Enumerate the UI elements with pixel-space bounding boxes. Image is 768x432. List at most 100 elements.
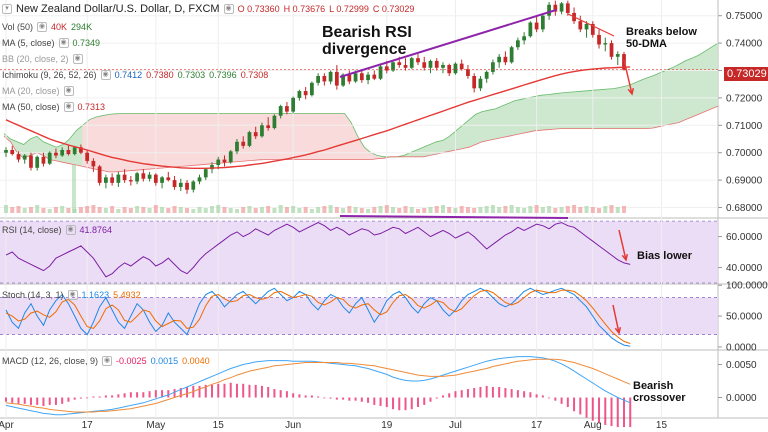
- candle-body: [422, 62, 427, 68]
- macd-histogram-bar: [148, 391, 151, 398]
- candle-body: [540, 15, 545, 30]
- legend-ma5[interactable]: MA (5, close) ◉ 0.7349: [2, 38, 100, 48]
- candle-body: [472, 75, 477, 89]
- volume-bar: [509, 205, 514, 213]
- eye-icon[interactable]: ◉: [37, 22, 48, 32]
- legend-macd[interactable]: MACD (12, 26, close, 9) ◉ -0.0025 0.0015…: [2, 356, 210, 366]
- candle-body: [97, 166, 102, 183]
- candle-body: [22, 155, 27, 160]
- macd-histogram-bar: [354, 397, 357, 401]
- macd-histogram-bar: [398, 397, 401, 411]
- volume-bar: [472, 208, 477, 213]
- candle-body: [79, 147, 83, 153]
- stoch-down-arrow: [612, 304, 620, 334]
- collapse-icon[interactable]: ▾: [2, 4, 12, 14]
- eye-icon[interactable]: ◉: [100, 70, 111, 80]
- candle-body: [597, 34, 601, 45]
- volume-bar: [603, 206, 608, 213]
- candle-body: [497, 56, 502, 63]
- candle-body: [416, 58, 420, 63]
- volume-bar: [172, 206, 177, 213]
- eye-icon[interactable]: ◉: [58, 38, 69, 48]
- senkou-span-a: [3, 42, 719, 158]
- legend-ichimoku[interactable]: Ichimoku (9, 26, 52, 26) ◉ 0.7412 0.7380…: [2, 70, 268, 80]
- macd-histogram-bar: [248, 384, 251, 398]
- volume-bar: [328, 205, 333, 213]
- x-tick-label: Jun: [285, 420, 301, 431]
- legend-bb[interactable]: BB (20, close, 2) ◉: [2, 54, 83, 64]
- candle-body: [110, 177, 114, 183]
- volume-bar: [353, 207, 358, 213]
- eye-icon[interactable]: ◉: [72, 54, 83, 64]
- macd-histogram-bar: [516, 390, 519, 398]
- candle-body: [322, 75, 327, 82]
- legend-vol[interactable]: Vol (50) ◉ 40K 294K: [2, 22, 92, 32]
- candle-body: [466, 69, 470, 76]
- macd-histogram-bar: [198, 385, 201, 398]
- macd-histogram-bar: [604, 397, 607, 425]
- macd-histogram-bar: [48, 397, 51, 405]
- legend-label: Ichimoku (9, 26, 52, 26): [2, 70, 97, 80]
- bias-lower-arrow: [618, 229, 627, 261]
- volume-bar: [10, 207, 15, 213]
- candle-body: [428, 60, 433, 68]
- volume-bar: [122, 207, 127, 213]
- legend-rsi[interactable]: RSI (14, close) ◉ 41.8764: [2, 225, 112, 235]
- volume-bar: [72, 165, 76, 213]
- x-tick-label: 17: [531, 420, 543, 431]
- macd-histogram-bar: [123, 393, 126, 398]
- volume-bar: [309, 209, 314, 213]
- legend-value: 0.7380: [146, 70, 174, 80]
- x-tick-label: May: [146, 420, 165, 431]
- eye-icon[interactable]: ◉: [67, 290, 78, 300]
- volume-bar: [66, 208, 71, 213]
- candle-body: [54, 152, 58, 156]
- candle-body: [260, 125, 264, 137]
- macd-histogram-bar: [161, 390, 164, 398]
- eye-icon[interactable]: ◉: [102, 356, 113, 366]
- annotation-line-2: 50-DMA: [626, 38, 667, 50]
- volume-bar: [147, 208, 152, 213]
- macd-histogram-bar: [598, 397, 601, 423]
- volume-bar: [316, 207, 321, 213]
- candle-body: [216, 159, 221, 166]
- symbol-title: New Zealand Dollar/U.S. Dollar, D, FXCM: [16, 3, 220, 15]
- x-tick-label: Jul: [449, 420, 462, 431]
- volume-bar: [291, 206, 296, 213]
- bias-lower-arrow-head: [621, 253, 629, 262]
- x-tick-label: 17: [82, 420, 94, 431]
- candle-body: [534, 22, 539, 30]
- macd-histogram-bar: [498, 386, 501, 398]
- legend-stoch[interactable]: Stoch (14, 3, 1) ◉ 1.1623 5.4932: [2, 290, 141, 300]
- volume-bar: [565, 206, 570, 213]
- volume-bar: [447, 207, 452, 213]
- macd-histogram-bar: [229, 382, 232, 398]
- y-tick-label: 0.70000: [726, 148, 763, 159]
- eye-icon[interactable]: ◉: [223, 4, 234, 14]
- legend-label: Stoch (14, 3, 1): [2, 290, 64, 300]
- macd-histogram-bar: [548, 397, 551, 399]
- candle-body: [459, 63, 464, 70]
- volume-bar: [322, 206, 327, 213]
- candle-body: [147, 174, 152, 179]
- macd-histogram-bar: [623, 397, 625, 428]
- bearish-crossover-annotation: Bearish crossover: [633, 380, 686, 404]
- candle-body: [491, 62, 495, 72]
- legend-ma50[interactable]: MA (50, close) ◉ 0.7313: [2, 102, 105, 112]
- volume-bar: [191, 209, 196, 213]
- candle-body: [391, 62, 395, 71]
- legend-ma20[interactable]: MA (20, close) ◉: [2, 86, 74, 96]
- candle-body: [565, 3, 570, 13]
- eye-icon[interactable]: ◉: [65, 225, 76, 235]
- macd-histogram-bar: [142, 392, 145, 398]
- eye-icon[interactable]: ◉: [63, 102, 74, 112]
- candle-body: [29, 155, 33, 168]
- candle-body: [509, 47, 514, 63]
- eye-icon[interactable]: ◉: [63, 86, 74, 96]
- macd-histogram-bar: [279, 390, 282, 398]
- macd-histogram-bar: [42, 397, 45, 406]
- candle-body: [384, 66, 389, 71]
- high-value: H 0.73676: [283, 4, 326, 14]
- volume-bar: [166, 208, 171, 213]
- volume-bar: [434, 206, 439, 213]
